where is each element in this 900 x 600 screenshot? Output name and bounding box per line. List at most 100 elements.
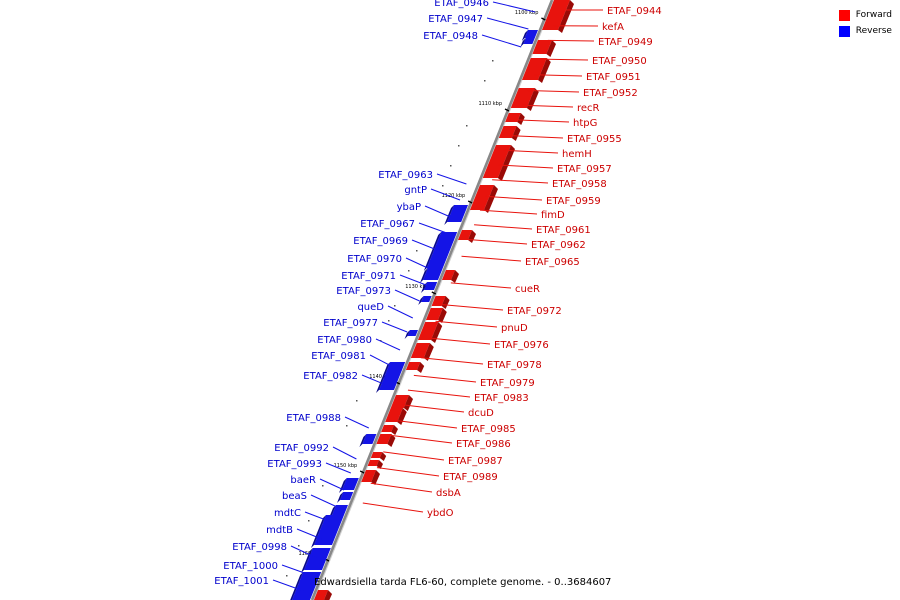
forward-leader-line — [474, 224, 533, 230]
reverse-leader-line — [325, 462, 351, 474]
forward-gene — [532, 40, 552, 54]
reverse-gene-shade — [311, 515, 326, 548]
forward-gene — [426, 308, 443, 320]
minor-dot — [408, 270, 410, 272]
reverse-gene-label: queD — [357, 302, 384, 313]
forward-gene-shade — [403, 395, 413, 411]
reverse-gene-label: ETAF_0988 — [286, 413, 341, 424]
forward-gene — [482, 145, 511, 178]
forward-leader-line — [461, 255, 522, 262]
reverse-gene — [292, 572, 322, 600]
forward-leader-line — [376, 467, 440, 477]
reverse-gene-shade — [418, 296, 424, 305]
reverse-leader-line — [304, 511, 332, 523]
minor-dot — [388, 320, 390, 322]
forward-gene-label: ETAF_0950 — [592, 56, 647, 67]
reverse-gene — [379, 362, 406, 390]
forward-leader-line — [383, 451, 445, 461]
reverse-gene-shade — [359, 434, 367, 447]
reverse-leader-line — [436, 173, 467, 185]
forward-gene-label: fimD — [541, 210, 565, 221]
reverse-gene-label: ybaP — [397, 202, 421, 213]
forward-gene — [418, 322, 439, 340]
forward-gene-label: ETAF_0989 — [443, 472, 498, 483]
forward-leader-line — [497, 164, 554, 169]
reverse-leader-line — [418, 222, 447, 234]
forward-gene-label: hemH — [562, 149, 592, 160]
forward-gene-shade — [538, 58, 551, 83]
reverse-gene-shade — [290, 572, 304, 600]
forward-leader-line — [428, 337, 491, 345]
forward-gene-label: ETAF_0955 — [567, 134, 622, 145]
minor-dot — [394, 305, 396, 307]
reverse-gene — [423, 268, 443, 280]
tick-mark — [431, 291, 437, 295]
forward-leader-line — [413, 374, 477, 383]
forward-gene-label: ETAF_0958 — [552, 179, 607, 190]
reverse-leader-line — [481, 34, 522, 48]
forward-leader-line — [450, 282, 512, 289]
reverse-leader-line — [272, 579, 304, 592]
forward-leader-line — [521, 104, 574, 108]
forward-gene-label: ETAF_0972 — [507, 306, 562, 317]
forward-leader-line — [420, 357, 484, 365]
forward-gene-label: ETAF_0965 — [525, 257, 580, 268]
forward-gene-label: ETAF_0978 — [487, 360, 542, 371]
minor-dot — [298, 545, 300, 547]
forward-gene-label: ETAF_0979 — [480, 378, 535, 389]
reverse-gene-label: ETAF_1001 — [214, 576, 269, 587]
reverse-leader-line — [492, 1, 536, 13]
tick-label: 1110 kbp — [478, 101, 502, 107]
reverse-leader-line — [361, 374, 387, 386]
forward-gene — [458, 230, 472, 240]
forward-leader-line — [395, 420, 458, 429]
reverse-gene — [523, 38, 535, 44]
reverse-leader-line — [405, 257, 433, 271]
forward-leader-line — [389, 434, 453, 444]
forward-gene — [470, 185, 494, 210]
minor-dot — [322, 485, 324, 487]
reverse-gene-label: ETAF_0993 — [267, 459, 322, 470]
forward-gene — [376, 434, 392, 444]
reverse-leader-line — [399, 274, 427, 286]
minor-dot — [450, 165, 452, 167]
forward-leader-line — [527, 90, 580, 93]
tick-label: 1140 kbp — [369, 374, 393, 380]
tick-mark — [541, 17, 546, 21]
label-leader-lines — [272, 1, 603, 592]
reverse-leader-line — [290, 545, 318, 559]
forward-gene-shade — [324, 590, 332, 600]
scale-ticks: 1100 kbp 1110 kbp 1120 kbp 1130 kbp 1140 kbp… — [286, 10, 546, 577]
forward-gene — [498, 126, 517, 138]
forward-leader-line — [509, 135, 564, 139]
legend-forward-label: Forward — [855, 10, 892, 20]
forward-gene-shade — [451, 270, 459, 283]
forward-gene-shade — [558, 0, 574, 33]
reverse-gene-label: ETAF_0948 — [423, 31, 478, 42]
forward-gene-shade — [441, 296, 450, 309]
reverse-gene — [524, 30, 538, 38]
forward-leader-line — [442, 304, 504, 311]
minor-dot — [416, 250, 418, 252]
forward-leader-line — [540, 58, 589, 61]
forward-gene-label: ETAF_0986 — [456, 439, 511, 450]
forward-gene-label: dsbA — [436, 488, 461, 499]
forward-leader-line — [435, 320, 498, 328]
reverse-leader-line — [387, 305, 414, 319]
forward-gene-shade — [497, 145, 515, 181]
reverse-gene-label: ETAF_0963 — [378, 170, 433, 181]
backbone-shadow — [312, 0, 555, 600]
reverse-gene-shade — [329, 505, 336, 518]
forward-gene-shade — [438, 308, 447, 323]
forward-leader-line — [402, 404, 465, 413]
reverse-gene-label: ETAF_0992 — [274, 443, 329, 454]
forward-gene — [406, 362, 421, 370]
reverse-gene-label: ETAF_0969 — [353, 236, 408, 247]
forward-gene-shade — [431, 322, 443, 343]
minor-dot — [492, 60, 494, 62]
backbone-line — [310, 0, 554, 600]
forward-gene-label: ETAF_0961 — [536, 225, 591, 236]
tick-label: 1150 kbp — [334, 463, 358, 469]
forward-gene — [385, 408, 403, 422]
